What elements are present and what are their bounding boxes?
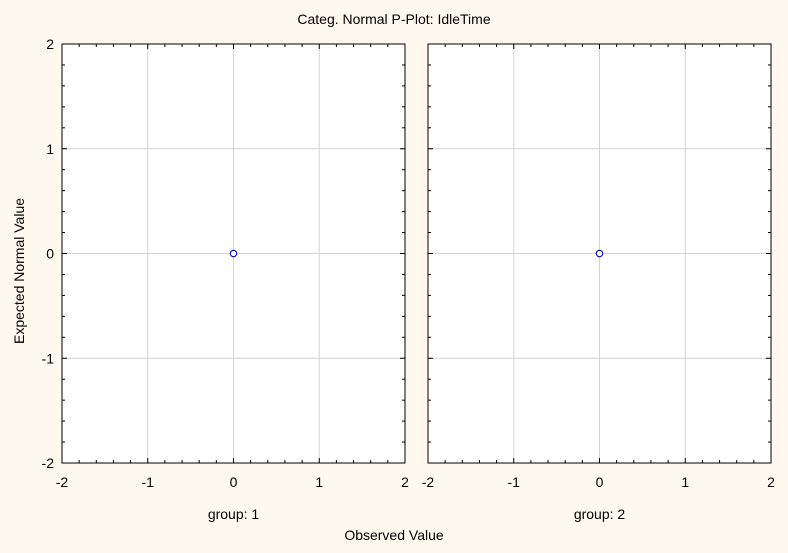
plot-frame xyxy=(61,43,406,464)
data-point xyxy=(595,249,604,258)
x-tick-label: -1 xyxy=(142,474,155,490)
plot-frame xyxy=(427,43,772,464)
y-axis-label: Expected Normal Value xyxy=(11,198,27,344)
x-tick-label: 1 xyxy=(681,474,689,490)
panels-group: -2 -1 0 1 2 2 1 0 -1 -2 group: 1 -2 -1 0 1 2 group: 2 xyxy=(42,36,776,522)
y-tick-label: 1 xyxy=(46,141,54,157)
panel-label: group: 2 xyxy=(574,506,626,522)
y-tick-label: 2 xyxy=(46,36,54,52)
x-tick-label: 2 xyxy=(401,474,409,490)
panel-label: group: 1 xyxy=(208,506,260,522)
x-tick-label: 0 xyxy=(230,474,238,490)
panel-2: -2 -1 0 1 2 group: 2 xyxy=(422,43,775,522)
x-tick-label: 2 xyxy=(767,474,775,490)
y-tick-label: 0 xyxy=(46,246,54,262)
chart-title: Categ. Normal P-Plot: IdleTime xyxy=(297,11,490,27)
panel-1: -2 -1 0 1 2 2 1 0 -1 -2 group: 1 xyxy=(42,36,410,522)
x-tick-label: -2 xyxy=(56,474,69,490)
x-axis-label: Observed Value xyxy=(344,527,444,543)
x-tick-label: 1 xyxy=(315,474,323,490)
x-tick-label: 0 xyxy=(596,474,604,490)
data-point xyxy=(229,249,238,258)
y-tick-label: -2 xyxy=(42,455,55,471)
y-tick-label: -1 xyxy=(42,350,55,366)
x-tick-label: -1 xyxy=(508,474,521,490)
x-tick-label: -2 xyxy=(422,474,435,490)
